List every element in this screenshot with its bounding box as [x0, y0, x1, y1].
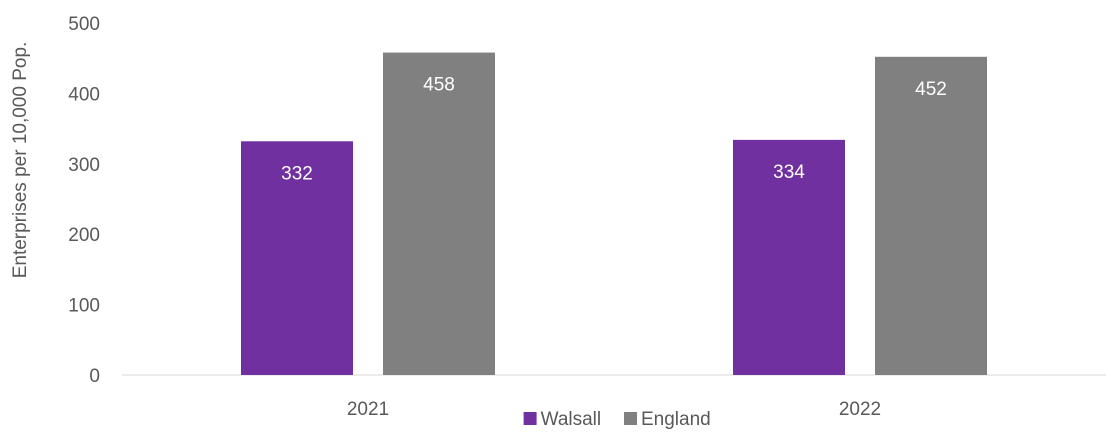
y-tick-label: 400: [68, 84, 100, 105]
x-axis-ticks: 2021 2022: [347, 399, 881, 420]
y-axis-ticks: 0 100 200 300 400 500: [68, 14, 100, 387]
y-tick-label: 100: [68, 296, 100, 317]
bar-walsall-2022: [733, 139, 845, 375]
data-label: 332: [281, 163, 313, 184]
bar-england-2021: [383, 52, 495, 376]
legend-label-england: England: [641, 409, 711, 430]
y-tick-label: 500: [68, 14, 100, 35]
data-label: 334: [773, 162, 805, 183]
y-axis-title: Enterprises per 10,000 Pop.: [10, 42, 31, 279]
x-tick-label: 2021: [347, 399, 389, 420]
legend: Walsall England: [523, 409, 711, 430]
legend-swatch-walsall: [523, 412, 537, 425]
bars: 332 458 334 452: [241, 52, 987, 376]
legend-swatch-england: [624, 412, 637, 425]
data-label: 452: [915, 79, 947, 100]
bar-walsall-2021: [241, 141, 353, 375]
y-tick-label: 300: [68, 155, 100, 176]
bar-england-2022: [875, 56, 987, 376]
legend-label-walsall: Walsall: [541, 409, 602, 430]
x-tick-label: 2022: [839, 399, 881, 420]
y-tick-label: 0: [89, 366, 100, 387]
y-tick-label: 200: [68, 225, 100, 246]
data-label: 458: [423, 75, 455, 96]
